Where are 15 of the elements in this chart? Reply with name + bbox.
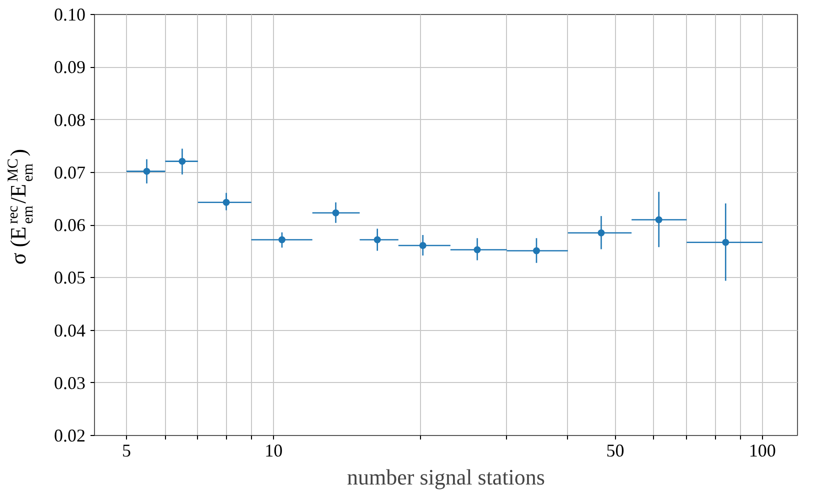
y-tick-label: 0.07 [54,162,86,182]
y-tick-label: 0.04 [54,320,86,340]
y-tick-label: 0.08 [54,110,86,130]
y-tick-label: 0.03 [54,372,86,393]
y-tick-label: 0.02 [54,426,86,446]
y-tick-label: 0.05 [54,268,86,288]
x-axis-title: number signal stations [347,464,545,490]
y-tick-label: 0.06 [54,215,86,235]
y-axis-title: σ (Eemrec/EemMC) [6,148,36,265]
x-tick-label: 100 [748,440,776,460]
y-tick-label: 0.09 [54,57,86,78]
y-tick-label: 0.10 [54,4,86,24]
x-tick-label: 5 [122,440,132,460]
x-tick-label: 50 [606,440,624,460]
x-tick-label: 10 [264,440,283,460]
